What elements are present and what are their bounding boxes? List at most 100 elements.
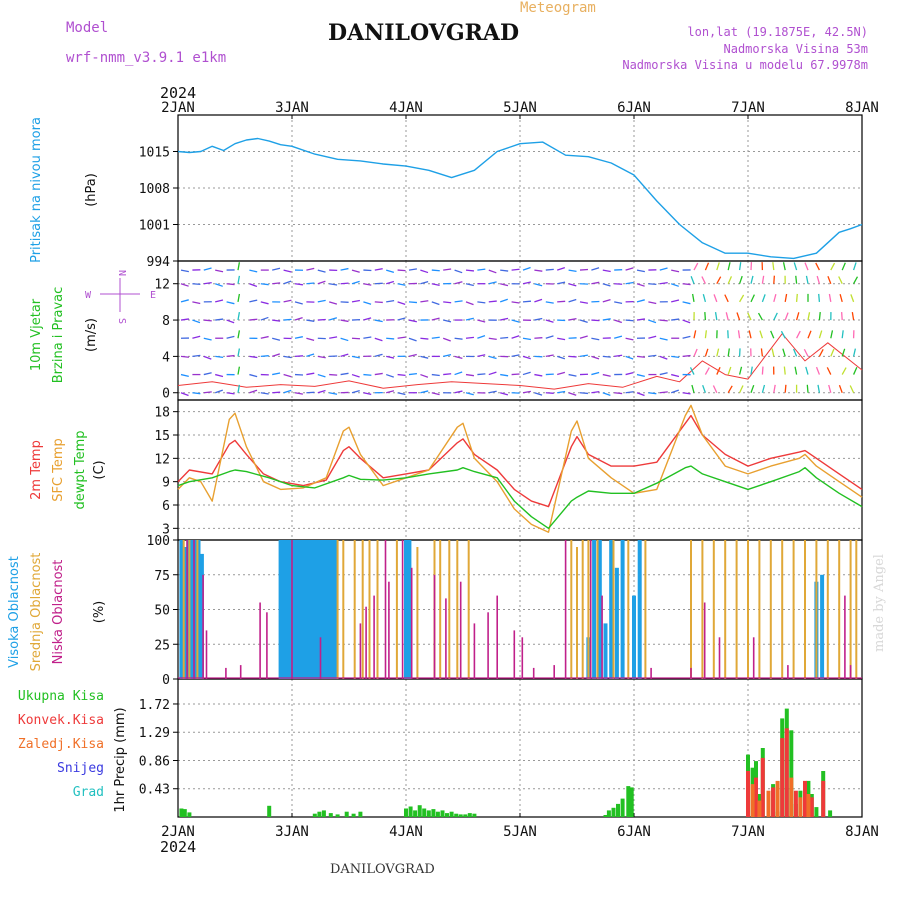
- y-tick-label: 1.72: [139, 698, 170, 713]
- wind-arrow: [568, 373, 577, 377]
- wind-arrow: [613, 319, 623, 324]
- wind-arrow: [841, 262, 846, 271]
- low-cloud-bar: [787, 665, 789, 679]
- wind-arrow: [477, 319, 486, 323]
- wind-arrow: [180, 392, 189, 397]
- y-tick-label: 100: [147, 534, 170, 549]
- wind-arrow: [329, 283, 338, 286]
- low-cloud-bar: [703, 602, 706, 679]
- high-cloud-bar: [285, 540, 290, 679]
- wind-arrow: [738, 275, 743, 284]
- wind-arrow: [591, 281, 600, 285]
- wind-arrow: [511, 319, 520, 323]
- wind-arrow: [828, 293, 832, 302]
- wind-arrow: [659, 267, 668, 271]
- wind-arrow: [454, 300, 463, 303]
- wind-unit: (m/s): [84, 318, 99, 352]
- wind-arrow: [748, 330, 752, 339]
- wind-arrow: [431, 283, 440, 287]
- wind-arrow: [260, 355, 269, 358]
- wind-arrow: [839, 293, 843, 303]
- wind-arrow: [294, 355, 304, 358]
- wind-arrow: [852, 262, 857, 271]
- wind-arrow: [841, 348, 846, 357]
- wind-arrow: [591, 390, 600, 394]
- rain-total-bar: [422, 808, 427, 817]
- wind-arrow: [488, 281, 497, 285]
- wind-arrow: [796, 330, 801, 339]
- wind-arrow: [818, 349, 824, 357]
- wind-arrow: [636, 299, 645, 303]
- high-cloud-bar: [620, 540, 625, 679]
- rain-total-bar: [358, 811, 363, 817]
- wind-arrow: [625, 371, 634, 376]
- wind-arrow: [237, 275, 241, 284]
- wind-arrow: [761, 275, 765, 284]
- wind-arrow: [226, 354, 235, 358]
- y-tick-label: 18: [154, 406, 170, 421]
- high-cloud-bar: [319, 540, 324, 679]
- wind-arrow: [636, 355, 646, 358]
- low-cloud-bar: [365, 606, 367, 679]
- wind-arrow: [203, 281, 212, 285]
- wind-arrow: [727, 348, 730, 357]
- wind-arrow: [283, 299, 292, 303]
- mid-cloud-bar: [596, 540, 599, 679]
- wind-arrow: [283, 269, 292, 273]
- wind-arrow: [670, 283, 679, 287]
- wind-arrow: [818, 330, 823, 339]
- high-cloud-bar: [326, 540, 331, 679]
- y-tick-label: 4: [162, 350, 170, 365]
- wind-arrow: [340, 319, 349, 323]
- low-cloud-bar: [718, 637, 721, 679]
- wind-arrow: [782, 262, 786, 271]
- wind-arrow: [511, 373, 520, 376]
- compass-e: E: [150, 290, 156, 301]
- wind-arrow: [340, 337, 349, 342]
- wind-arrow: [704, 262, 710, 271]
- wind-arrow: [739, 294, 745, 303]
- low-cloud-bar: [202, 574, 204, 680]
- wind-arrow: [702, 384, 707, 393]
- wind-arrow: [807, 312, 811, 321]
- rain-total-bar: [606, 810, 611, 817]
- wind-arrow: [386, 355, 395, 359]
- wind-arrow: [363, 336, 372, 339]
- wind-arrow: [757, 312, 763, 321]
- wind-arrow: [180, 283, 189, 287]
- wind-arrow: [397, 336, 406, 339]
- wind-arrow: [545, 301, 554, 304]
- wind-arrow: [713, 294, 718, 303]
- rain-total-bar: [454, 813, 459, 817]
- wind-arrow: [750, 366, 753, 375]
- wind-arrow: [648, 354, 657, 358]
- mid-cloud-bar: [576, 547, 578, 679]
- low-cloud-bar: [259, 602, 261, 679]
- wind-arrow: [716, 348, 720, 357]
- wind-arrow: [716, 366, 721, 375]
- x-tick-label-bottom: 4JAN: [389, 824, 423, 840]
- wind-arrow: [579, 335, 588, 339]
- wind-arrow: [671, 299, 680, 303]
- rain-total-bar: [620, 798, 625, 817]
- temp-unit: (C): [92, 460, 107, 479]
- wind-arrow: [500, 392, 509, 396]
- wind-arrow: [795, 293, 798, 302]
- rain-conv-bar: [746, 771, 750, 817]
- wind-arrow: [420, 337, 429, 340]
- wind-arrow: [237, 384, 241, 393]
- wind-arrow: [306, 267, 315, 271]
- wind-arrow: [500, 269, 509, 272]
- mid-cloud-bar: [336, 540, 339, 679]
- high-cloud-bar: [302, 540, 307, 679]
- wind-arrow: [522, 266, 531, 271]
- wind-arrow: [522, 390, 531, 394]
- rain-total-bar: [603, 815, 608, 817]
- low-cloud-bar: [319, 637, 322, 679]
- wind-arrow: [237, 312, 241, 321]
- wind-arrow: [215, 373, 224, 378]
- wind-arrow: [237, 330, 241, 339]
- wind-arrow: [385, 373, 394, 378]
- wind-arrow: [557, 371, 566, 376]
